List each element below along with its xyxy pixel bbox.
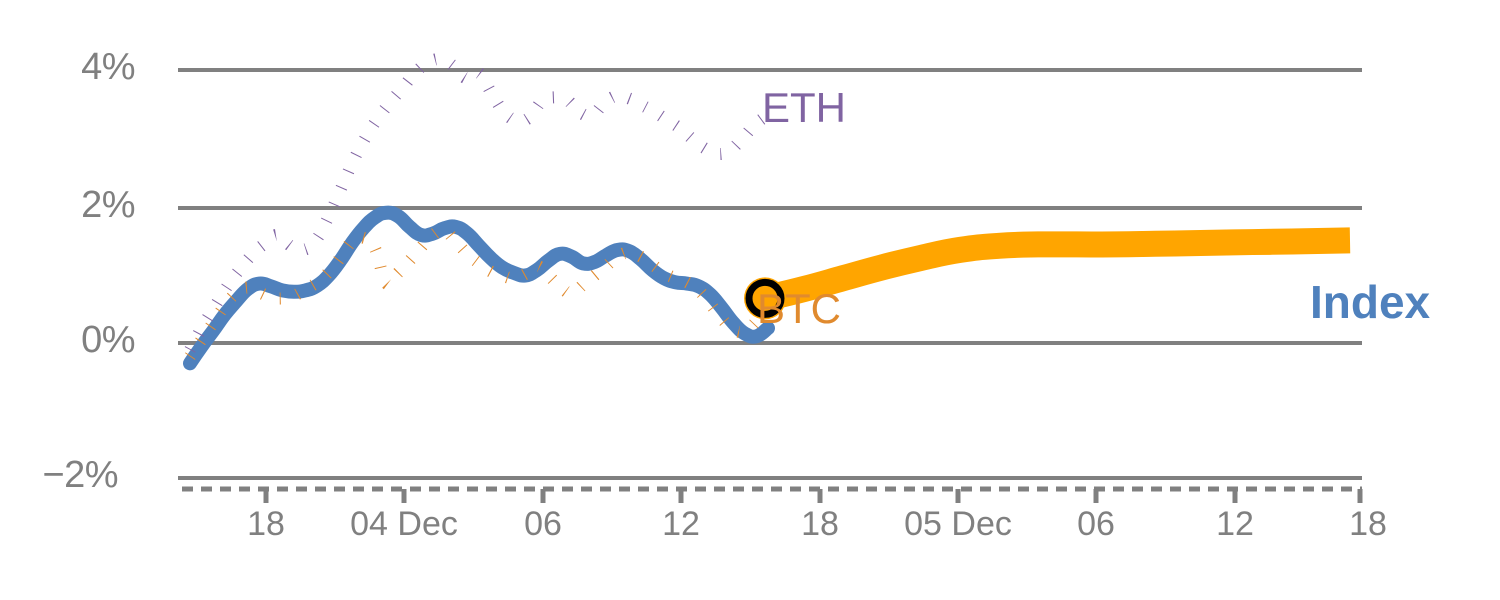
series-label-index: Index bbox=[1310, 276, 1431, 328]
series-line-forecast bbox=[762, 227, 1351, 312]
marker-group bbox=[744, 277, 786, 320]
y-axis-label-2pct: 2% bbox=[81, 184, 135, 226]
series-label-btc: BTC bbox=[757, 285, 841, 332]
x-axis-label-1: 18 bbox=[247, 505, 285, 543]
x-axis-label-7: 06 bbox=[1077, 505, 1115, 543]
y-axis-label-4pct: 4% bbox=[81, 46, 135, 88]
x-axis-ticks bbox=[263, 489, 1363, 503]
gridlines bbox=[178, 68, 1362, 480]
x-axis-label-8: 12 bbox=[1216, 505, 1254, 543]
y-axis-label-minus2pct: −2% bbox=[42, 454, 118, 496]
y-axis-label-0pct: 0% bbox=[81, 319, 135, 361]
x-axis-label-6: 05 Dec bbox=[904, 505, 1012, 543]
x-axis-label-5: 18 bbox=[801, 505, 839, 543]
x-axis-label-2: 04 Dec bbox=[350, 505, 458, 543]
series-label-eth: ETH bbox=[762, 84, 846, 131]
btc-current-point-ring bbox=[745, 278, 785, 318]
x-axis-label-9: 18 bbox=[1349, 505, 1387, 543]
series-line-index bbox=[183, 205, 775, 371]
x-axis-label-3: 06 bbox=[524, 505, 562, 543]
x-axis bbox=[182, 486, 1363, 503]
series-group bbox=[183, 53, 1351, 371]
x-axis-label-4: 12 bbox=[662, 505, 700, 543]
series-line-eth bbox=[184, 53, 772, 353]
